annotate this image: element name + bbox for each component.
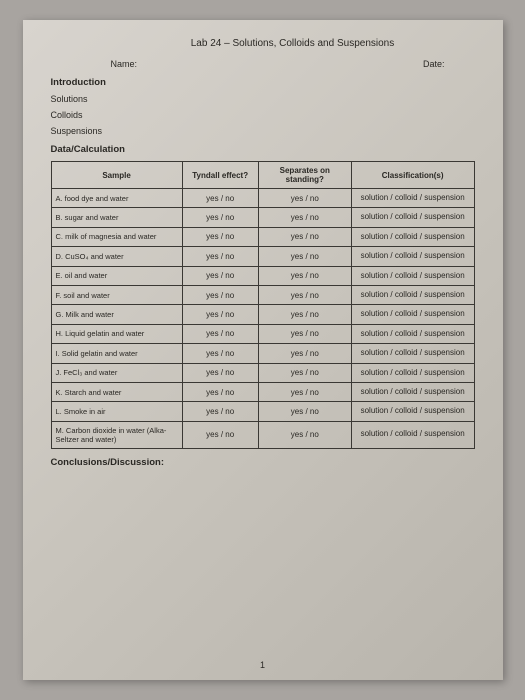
sample-cell: A. food dye and water: [51, 189, 182, 208]
sample-cell: G. Milk and water: [51, 305, 182, 324]
conclusions-heading: Conclusions/Discussion:: [51, 457, 475, 468]
classification-cell: solution / colloid / suspension: [351, 208, 474, 227]
tyndall-cell: yes / no: [182, 266, 258, 285]
tyndall-cell: yes / no: [182, 208, 258, 227]
table-row: H. Liquid gelatin and wateryes / noyes /…: [51, 324, 474, 343]
classification-cell: solution / colloid / suspension: [351, 344, 474, 363]
table-row: K. Starch and wateryes / noyes / nosolut…: [51, 382, 474, 401]
tyndall-cell: yes / no: [182, 344, 258, 363]
classification-cell: solution / colloid / suspension: [351, 382, 474, 401]
data-table: Sample Tyndall effect? Separates on stan…: [51, 161, 475, 449]
separates-cell: yes / no: [258, 421, 351, 448]
col-sample: Sample: [51, 162, 182, 189]
table-row: F. soil and wateryes / noyes / nosolutio…: [51, 285, 474, 304]
page-number: 1: [260, 660, 265, 670]
table-header-row: Sample Tyndall effect? Separates on stan…: [51, 162, 474, 189]
data-calc-heading: Data/Calculation: [51, 144, 475, 155]
separates-cell: yes / no: [258, 324, 351, 343]
table-row: I. Solid gelatin and wateryes / noyes / …: [51, 344, 474, 363]
sample-cell: D. CuSO₄ and water: [51, 247, 182, 266]
sample-cell: H. Liquid gelatin and water: [51, 324, 182, 343]
table-row: D. CuSO₄ and wateryes / noyes / nosoluti…: [51, 247, 474, 266]
classification-cell: solution / colloid / suspension: [351, 402, 474, 421]
table-row: L. Smoke in airyes / noyes / nosolution …: [51, 402, 474, 421]
tyndall-cell: yes / no: [182, 421, 258, 448]
sample-cell: B. sugar and water: [51, 208, 182, 227]
classification-cell: solution / colloid / suspension: [351, 363, 474, 382]
tyndall-cell: yes / no: [182, 305, 258, 324]
separates-cell: yes / no: [258, 382, 351, 401]
separates-cell: yes / no: [258, 189, 351, 208]
lab-title: Lab 24 – Solutions, Colloids and Suspens…: [111, 38, 475, 49]
date-label: Date:: [423, 59, 445, 69]
table-row: A. food dye and wateryes / noyes / nosol…: [51, 189, 474, 208]
table-row: B. sugar and wateryes / noyes / nosoluti…: [51, 208, 474, 227]
introduction-heading: Introduction: [51, 77, 475, 88]
sample-cell: K. Starch and water: [51, 382, 182, 401]
tyndall-cell: yes / no: [182, 363, 258, 382]
table-row: C. milk of magnesia and wateryes / noyes…: [51, 227, 474, 246]
col-tyndall: Tyndall effect?: [182, 162, 258, 189]
sample-cell: F. soil and water: [51, 285, 182, 304]
tyndall-cell: yes / no: [182, 227, 258, 246]
table-body: A. food dye and wateryes / noyes / nosol…: [51, 189, 474, 449]
name-label: Name:: [111, 59, 138, 69]
table-row: M. Carbon dioxide in water (Alka-Seltzer…: [51, 421, 474, 448]
sample-cell: I. Solid gelatin and water: [51, 344, 182, 363]
solutions-heading: Solutions: [51, 94, 475, 104]
separates-cell: yes / no: [258, 266, 351, 285]
sample-cell: E. oil and water: [51, 266, 182, 285]
header-row: Name: Date:: [51, 59, 475, 69]
separates-cell: yes / no: [258, 402, 351, 421]
tyndall-cell: yes / no: [182, 402, 258, 421]
col-classification: Classification(s): [351, 162, 474, 189]
classification-cell: solution / colloid / suspension: [351, 227, 474, 246]
separates-cell: yes / no: [258, 285, 351, 304]
classification-cell: solution / colloid / suspension: [351, 324, 474, 343]
sample-cell: L. Smoke in air: [51, 402, 182, 421]
separates-cell: yes / no: [258, 305, 351, 324]
table-row: E. oil and wateryes / noyes / nosolution…: [51, 266, 474, 285]
separates-cell: yes / no: [258, 344, 351, 363]
col-separates: Separates on standing?: [258, 162, 351, 189]
separates-cell: yes / no: [258, 363, 351, 382]
separates-cell: yes / no: [258, 247, 351, 266]
sample-cell: M. Carbon dioxide in water (Alka-Seltzer…: [51, 421, 182, 448]
suspensions-heading: Suspensions: [51, 126, 475, 136]
tyndall-cell: yes / no: [182, 382, 258, 401]
classification-cell: solution / colloid / suspension: [351, 285, 474, 304]
separates-cell: yes / no: [258, 227, 351, 246]
separates-cell: yes / no: [258, 208, 351, 227]
tyndall-cell: yes / no: [182, 324, 258, 343]
tyndall-cell: yes / no: [182, 189, 258, 208]
classification-cell: solution / colloid / suspension: [351, 305, 474, 324]
table-row: G. Milk and wateryes / noyes / nosolutio…: [51, 305, 474, 324]
classification-cell: solution / colloid / suspension: [351, 421, 474, 448]
colloids-heading: Colloids: [51, 110, 475, 120]
tyndall-cell: yes / no: [182, 247, 258, 266]
sample-cell: J. FeCl₃ and water: [51, 363, 182, 382]
tyndall-cell: yes / no: [182, 285, 258, 304]
table-row: J. FeCl₃ and wateryes / noyes / nosoluti…: [51, 363, 474, 382]
worksheet-page: Lab 24 – Solutions, Colloids and Suspens…: [23, 20, 503, 680]
classification-cell: solution / colloid / suspension: [351, 266, 474, 285]
classification-cell: solution / colloid / suspension: [351, 189, 474, 208]
sample-cell: C. milk of magnesia and water: [51, 227, 182, 246]
classification-cell: solution / colloid / suspension: [351, 247, 474, 266]
